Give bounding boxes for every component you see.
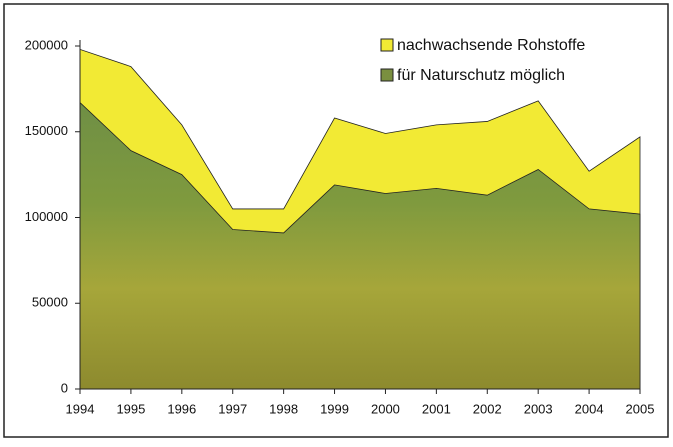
- x-tick-label: 1994: [66, 401, 95, 416]
- x-tick-label: 2004: [575, 401, 604, 416]
- x-tick-label: 1995: [116, 401, 145, 416]
- x-tick-label: 2003: [524, 401, 553, 416]
- y-tick-label: 200000: [25, 37, 68, 52]
- y-tick-label: 150000: [25, 123, 68, 138]
- x-tick-label: 2000: [371, 401, 400, 416]
- y-tick-label: 50000: [32, 295, 68, 310]
- x-tick-label: 2005: [626, 401, 655, 416]
- x-tick-label: 2001: [422, 401, 451, 416]
- x-tick-label: 2002: [473, 401, 502, 416]
- legend-label: für Naturschutz möglich: [397, 67, 565, 84]
- legend: nachwachsende Rohstoffe für Naturschutz m…: [380, 37, 585, 84]
- x-tick-label: 1998: [269, 401, 298, 416]
- legend-label: nachwachsende Rohstoffe: [397, 37, 585, 54]
- y-tick-label: 0: [61, 380, 68, 395]
- x-tick-label: 1996: [167, 401, 196, 416]
- legend-swatch: [380, 38, 394, 52]
- y-tick-label: 100000: [25, 209, 68, 224]
- legend-swatch: [380, 68, 394, 82]
- x-tick-label: 1999: [320, 401, 349, 416]
- x-tick-label: 1997: [218, 401, 247, 416]
- area: [79, 101, 641, 390]
